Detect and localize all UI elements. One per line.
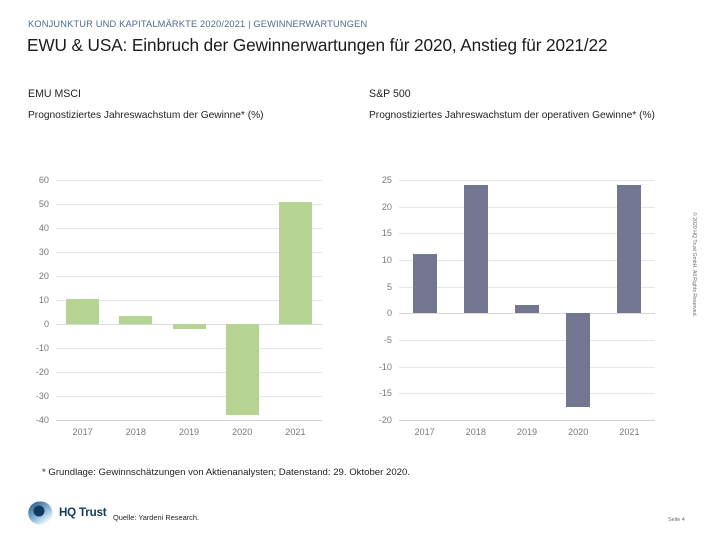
gridline [399,206,655,208]
x-axis-tick-label: 2019 [516,427,538,437]
gridline [399,340,655,341]
bar-2017 [412,253,437,314]
y-axis-tick-label: 20 [381,201,392,212]
y-axis-tick-label: -10 [378,361,392,372]
y-axis-tick-label: 30 [38,247,49,257]
x-axis-tick-label: 2017 [72,427,93,437]
gridline [399,313,655,315]
gridline [399,286,655,288]
page-number: Seite 4 [668,517,685,523]
chart-subtitle-left: Prognostiziertes Jahreswachstum der Gewi… [28,110,264,121]
y-axis-tick-label: 25 [381,175,392,185]
y-axis-tick-label: -40 [35,415,49,425]
gridline [399,420,655,421]
bar-2020 [225,324,259,416]
gridline [399,233,655,235]
x-axis-tick-label: 2018 [465,427,486,437]
bar-2019 [515,305,539,314]
gridline [56,420,322,421]
gridline [399,366,655,368]
y-axis-tick-label: 60 [38,175,49,185]
bar-2017 [66,298,100,324]
chart-subtitle-right: Prognostiziertes Jahreswachstum der oper… [369,110,655,121]
y-axis-tick-label: 20 [38,271,49,281]
y-axis-tick-label: 15 [381,228,392,239]
x-axis-tick-label: 2019 [178,427,200,437]
y-axis-tick-label: -5 [383,335,392,345]
bar-2018 [463,185,488,314]
y-axis-tick-label: 10 [38,295,49,305]
page-title: EWU & USA: Einbruch der Gewinnerwartunge… [27,35,608,55]
bar-chart-emu-msci: 60 50 40 30 20 10 0 -10 -20 -30 -40 2017 2018 2019 202… [36,175,322,437]
gridline [56,396,322,397]
y-axis-tick-label: -20 [35,367,49,377]
bar-2018 [119,316,153,324]
y-axis-tick-label: -15 [378,388,392,399]
gridline [56,204,322,205]
chart-title-left: EMU MSCI [28,88,81,100]
y-axis-tick-label: 10 [381,255,392,265]
y-axis-tick-label: -30 [35,391,49,401]
x-axis-tick-label: 2017 [414,427,435,437]
y-axis-tick-label: 40 [38,223,49,233]
bar-2019 [172,324,206,329]
copyright-notice: © 2020 HQ Trust GmbH. All Rights Reserve… [691,212,697,318]
bar-2020 [566,313,591,407]
x-axis-tick-label: 2020 [232,427,253,437]
bar-chart-sp500: 25 20 15 10 5 0 -5 -10 -15 -20 2017 2018 2019 2020 202… [379,175,655,437]
slide-eyebrow: KONJUNKTUR UND KAPITALMÄRKTE 2020/2021 |… [28,19,368,29]
gridline [56,372,322,373]
y-axis-tick-label: 50 [38,199,49,209]
gridline [56,300,322,301]
gridline [56,228,322,229]
x-axis-tick-label: 2018 [125,427,146,437]
x-axis-tick-label: 2021 [619,427,640,437]
y-axis-tick-label: 0 [386,308,392,319]
gridline [56,276,322,277]
gridline [56,348,322,349]
y-axis-tick-label: -10 [35,343,49,353]
x-axis-tick-label: 2020 [568,427,589,437]
y-axis-tick-label: 5 [386,281,392,292]
chart-panel-sp500: S&P 500 Prognostiziertes Jahreswachstum … [369,88,709,123]
gridline [399,180,655,181]
logo-wordmark: HQ Trust [59,506,107,519]
footnote: * Grundlage: Gewinnschätzungen von Aktie… [42,467,411,478]
y-axis-tick-label: 0 [43,319,49,329]
x-axis-tick-label: 2021 [285,427,306,437]
logo-droplet-icon [28,501,53,525]
chart-title-right: S&P 500 [369,88,411,100]
gridline [56,252,322,253]
bar-2021 [617,185,642,314]
chart-panel-emu-msci: EMU MSCI Prognostiziertes Jahreswachstum… [28,88,348,123]
gridline [399,393,655,395]
hq-trust-logo: HQ Trust [27,500,162,526]
source-note: Quelle: Yardeni Research. [113,513,199,522]
y-axis-tick-label: -20 [378,415,392,425]
gridline [399,260,655,261]
gridline [56,180,322,181]
bar-2021 [278,201,312,324]
